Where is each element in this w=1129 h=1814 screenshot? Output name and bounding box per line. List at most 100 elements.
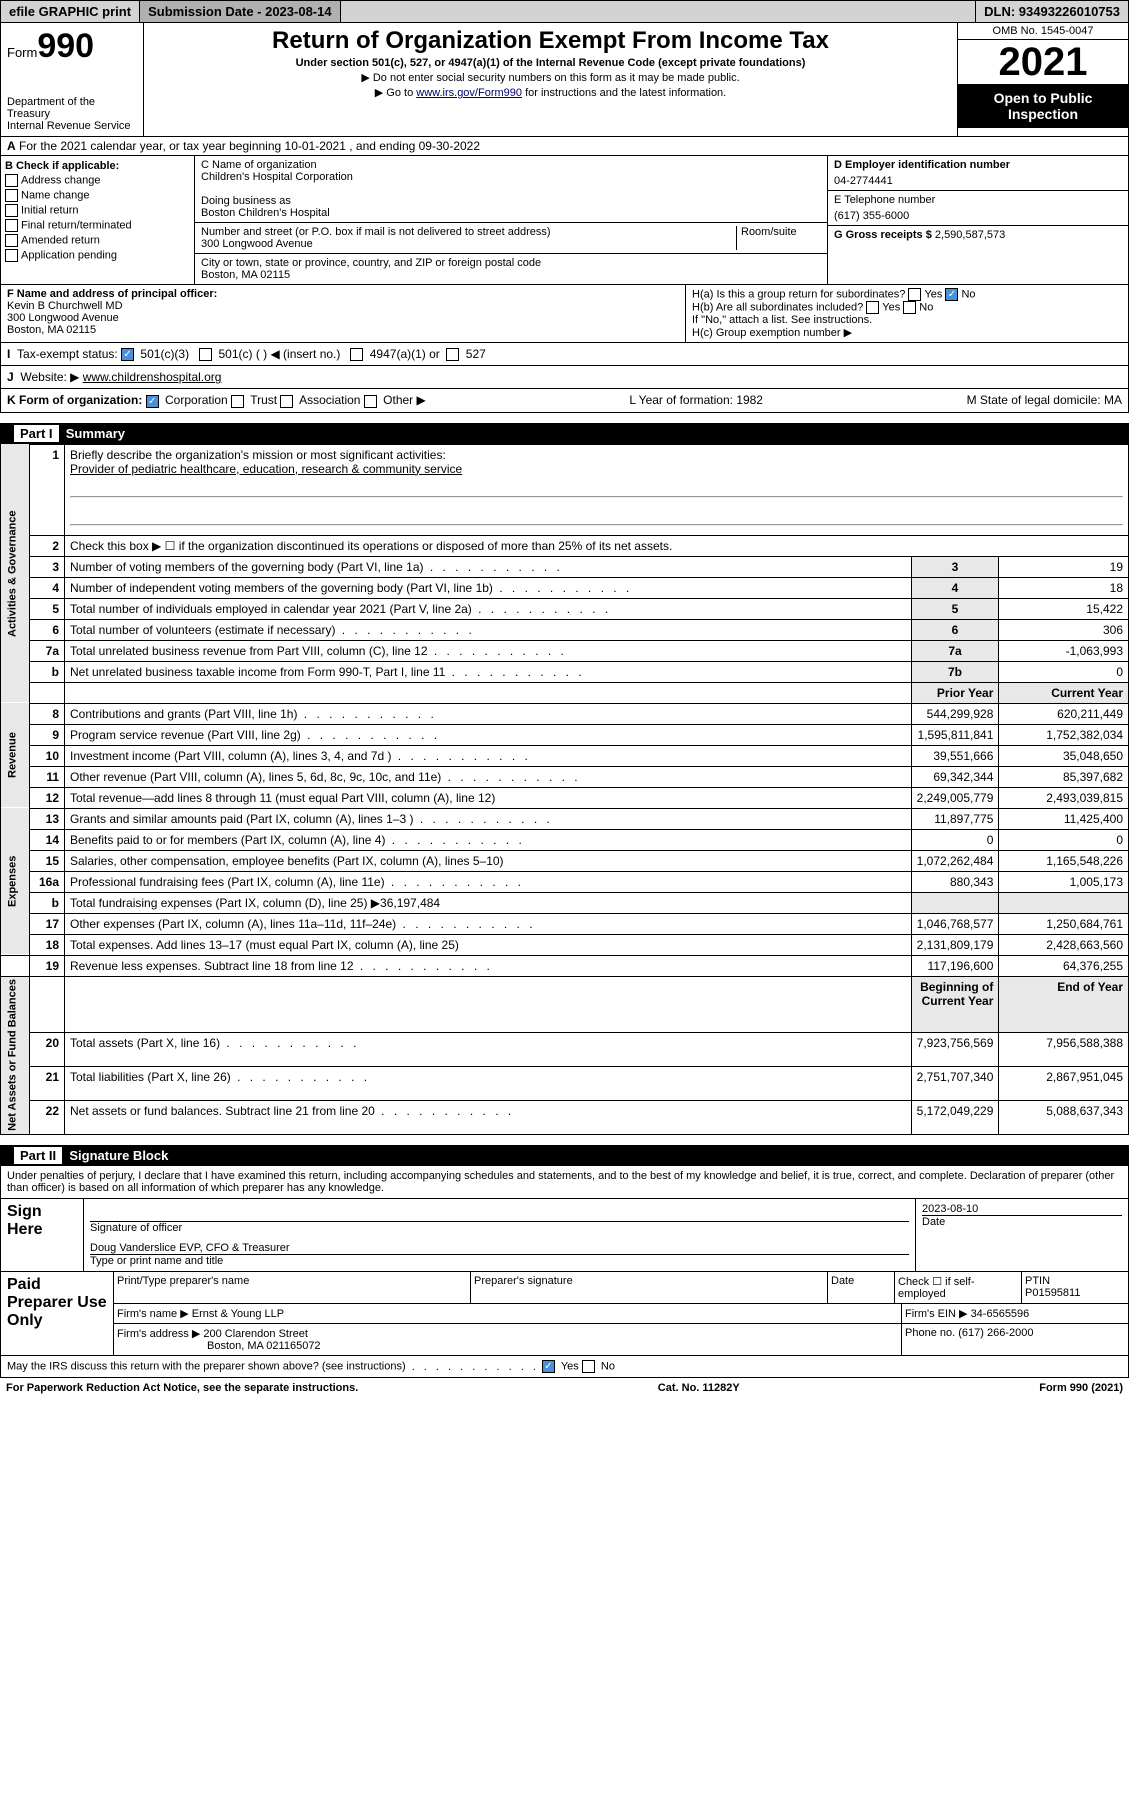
firm-city: Boston, MA 021165072 [207, 1340, 321, 1352]
col-b: B Check if applicable: Address change Na… [1, 156, 195, 284]
ptin: P01595811 [1025, 1287, 1080, 1299]
officer-title-label: Type or print name and title [90, 1255, 909, 1267]
footer-left: For Paperwork Reduction Act Notice, see … [6, 1382, 358, 1394]
pp-date-label: Date [828, 1272, 895, 1303]
sig-declaration: Under penalties of perjury, I declare th… [1, 1166, 1128, 1198]
submission-date: Submission Date - 2023-08-14 [140, 1, 341, 22]
officer-addr2: Boston, MA 02115 [7, 324, 679, 336]
note-goto: ▶ Go to www.irs.gov/Form990 for instruct… [148, 86, 953, 99]
ha-label: H(a) Is this a group return for subordin… [692, 288, 905, 300]
firm-ein: 34-6565596 [971, 1308, 1030, 1320]
may-irs: May the IRS discuss this return with the… [1, 1355, 1128, 1377]
cb-amended[interactable] [5, 234, 18, 247]
cb-corp[interactable] [146, 395, 159, 408]
street-value: 300 Longwood Avenue [201, 238, 736, 250]
form-number: Form990 [7, 27, 137, 66]
hb-no[interactable] [903, 301, 916, 314]
cb-name[interactable] [5, 189, 18, 202]
cb-501c[interactable] [199, 348, 212, 361]
irs-link[interactable]: www.irs.gov/Form990 [416, 87, 522, 99]
cb-pending[interactable] [5, 249, 18, 262]
l1-label: Briefly describe the organization's miss… [70, 448, 446, 462]
date-label: Date [922, 1215, 1122, 1228]
hb-yes[interactable] [866, 301, 879, 314]
omb-number: OMB No. 1545-0047 [958, 23, 1128, 40]
part2-header: Part II Signature Block [0, 1145, 1129, 1166]
irs: Internal Revenue Service [7, 120, 137, 132]
cb-assoc[interactable] [280, 395, 293, 408]
sig-officer-label: Signature of officer [90, 1222, 909, 1234]
row-k: K Form of organization: Corporation Trus… [0, 389, 1129, 412]
pp-sig-label: Preparer's signature [471, 1272, 828, 1303]
open-to-public: Open to Public Inspection [958, 84, 1128, 128]
phone-label: E Telephone number [834, 194, 1122, 206]
cb-trust[interactable] [231, 395, 244, 408]
dept-treasury: Department of the Treasury [7, 96, 137, 120]
form-header: Form990 Department of the Treasury Inter… [0, 23, 1129, 137]
ha-yes[interactable] [908, 288, 921, 301]
street-label: Number and street (or P.O. box if mail i… [201, 226, 736, 238]
note-ssn: ▶ Do not enter social security numbers o… [148, 71, 953, 84]
cb-initial[interactable] [5, 204, 18, 217]
cb-4947[interactable] [350, 348, 363, 361]
firm-addr: 200 Clarendon Street [203, 1328, 308, 1340]
gross-label: G Gross receipts $ [834, 229, 932, 241]
part1-header: Part I Summary [0, 423, 1129, 444]
officer-addr1: 300 Longwood Avenue [7, 312, 679, 324]
cb-final[interactable] [5, 219, 18, 232]
may-no[interactable] [582, 1360, 595, 1373]
firm-name: Ernst & Young LLP [192, 1308, 284, 1320]
l1-value: Provider of pediatric healthcare, educat… [70, 462, 462, 476]
row-a: A For the 2021 calendar year, or tax yea… [0, 137, 1129, 156]
ha-no[interactable] [945, 288, 958, 301]
state-domicile: M State of legal domicile: MA [967, 393, 1122, 407]
tax-year: 2021 [958, 40, 1128, 84]
officer-name: Kevin B Churchwell MD [7, 300, 679, 312]
col-d: D Employer identification number 04-27744… [827, 156, 1128, 284]
may-yes[interactable] [542, 1360, 555, 1373]
dln: DLN: 93493226010753 [975, 1, 1128, 22]
ein-value: 04-2774441 [834, 175, 1122, 187]
phone-value: (617) 355-6000 [834, 210, 1122, 222]
row-f-h: F Name and address of principal officer:… [0, 285, 1129, 343]
website[interactable]: www.childrenshospital.org [83, 370, 222, 384]
cb-other[interactable] [364, 395, 377, 408]
cb-527[interactable] [446, 348, 459, 361]
ein-label: D Employer identification number [834, 159, 1122, 171]
col-c: C Name of organizationChildren's Hospita… [195, 156, 827, 284]
sig-date: 2023-08-10 [922, 1203, 1122, 1215]
summary-table: Activities & Governance 1Briefly describ… [0, 444, 1129, 1136]
year-formation: L Year of formation: 1982 [629, 393, 763, 407]
side-net: Net Assets or Fund Balances [1, 976, 30, 1135]
org-name: Children's Hospital Corporation [201, 171, 821, 183]
city-value: Boston, MA 02115 [201, 269, 821, 281]
footer: For Paperwork Reduction Act Notice, see … [0, 1378, 1129, 1398]
room-label: Room/suite [736, 226, 821, 250]
pp-name-label: Print/Type preparer's name [114, 1272, 471, 1303]
hc-label: H(c) Group exemption number ▶ [692, 326, 1122, 339]
row-i: I Tax-exempt status: 501(c)(3) 501(c) ( … [0, 343, 1129, 366]
dba-value: Boston Children's Hospital [201, 207, 821, 219]
l2: Check this box ▶ ☐ if the organization d… [65, 535, 1129, 556]
topbar: efile GRAPHIC print Submission Date - 20… [0, 0, 1129, 23]
firm-phone: (617) 266-2000 [958, 1327, 1033, 1339]
side-revenue: Revenue [1, 703, 30, 808]
cb-address[interactable] [5, 174, 18, 187]
hb-label: H(b) Are all subordinates included? [692, 301, 863, 313]
paid-preparer: Paid Preparer Use Only [1, 1271, 114, 1355]
footer-mid: Cat. No. 11282Y [658, 1382, 740, 1394]
form-subtitle: Under section 501(c), 527, or 4947(a)(1)… [148, 57, 953, 69]
gross-value: 2,590,587,573 [935, 229, 1005, 241]
hb-note: If "No," attach a list. See instructions… [692, 314, 1122, 326]
city-label: City or town, state or province, country… [201, 257, 821, 269]
sign-here: Sign Here [1, 1198, 84, 1271]
footer-right: Form 990 (2021) [1039, 1382, 1123, 1394]
row-j: J Website: ▶ www.childrenshospital.org [0, 366, 1129, 389]
cb-501c3[interactable] [121, 348, 134, 361]
pp-check: Check ☐ if self-employed [895, 1272, 1022, 1303]
side-expenses: Expenses [1, 808, 30, 955]
block-bcd: B Check if applicable: Address change Na… [0, 156, 1129, 285]
org-name-label: C Name of organization [201, 159, 821, 171]
side-governance: Activities & Governance [1, 444, 30, 703]
signature-block: Under penalties of perjury, I declare th… [0, 1166, 1129, 1378]
